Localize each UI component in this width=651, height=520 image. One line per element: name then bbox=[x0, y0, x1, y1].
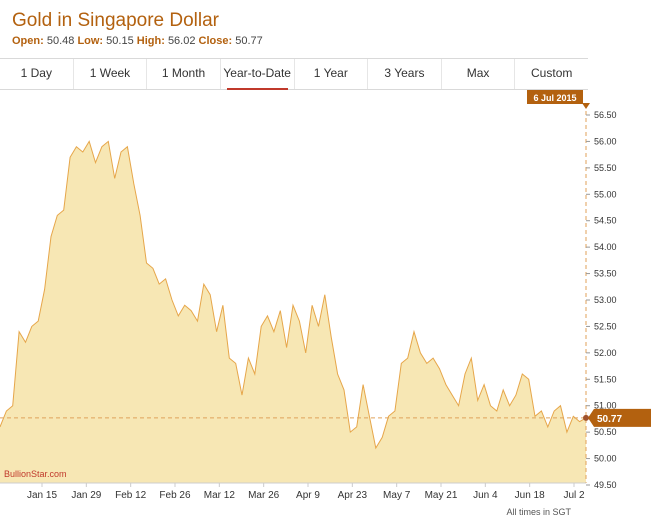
y-tick-label: 50.50 bbox=[594, 427, 617, 437]
y-tick-label: 53.00 bbox=[594, 295, 617, 305]
x-tick-label: Mar 12 bbox=[204, 490, 236, 501]
x-tick-label: Jul 2 bbox=[563, 490, 585, 501]
close-label: Close: bbox=[198, 35, 233, 47]
x-tick-label: Jun 18 bbox=[515, 490, 545, 501]
ohlc-summary: Open: 50.48 Low: 50.15 High: 56.02 Close… bbox=[12, 35, 263, 47]
x-tick-label: May 7 bbox=[383, 490, 411, 501]
low-value: 50.15 bbox=[106, 35, 134, 47]
date-tooltip-box bbox=[527, 90, 583, 104]
open-value: 50.48 bbox=[46, 35, 75, 47]
tab-1-week[interactable]: 1 Week bbox=[74, 59, 148, 89]
x-tick-label: Jun 4 bbox=[473, 490, 498, 501]
tab-custom[interactable]: Custom bbox=[531, 66, 573, 80]
y-tick-label: 56.00 bbox=[594, 136, 617, 146]
y-tick-label: 54.00 bbox=[594, 242, 617, 252]
y-tick-label: 51.50 bbox=[594, 374, 617, 384]
tab-1-day[interactable]: 1 Day bbox=[0, 59, 74, 89]
series-line bbox=[0, 140, 587, 450]
tab-3-years[interactable]: 3 Years bbox=[368, 59, 442, 89]
low-label: Low: bbox=[77, 35, 104, 47]
high-label: High: bbox=[136, 35, 165, 47]
tab-year-to-date[interactable]: Year-to-Date bbox=[221, 59, 295, 90]
x-tick-label: Feb 12 bbox=[115, 490, 147, 501]
y-tick-label: 54.50 bbox=[594, 216, 617, 226]
tab-1-month[interactable]: 1 Month bbox=[147, 59, 221, 89]
y-tick-label: 55.00 bbox=[594, 189, 617, 199]
y-tick-label: 56.50 bbox=[594, 110, 617, 120]
last-value-label: 50.77 bbox=[597, 414, 622, 425]
watermark-text: BullionStar.com bbox=[4, 469, 67, 479]
x-tick-label: Apr 9 bbox=[296, 490, 320, 501]
tab-max[interactable]: Max bbox=[442, 59, 516, 89]
range-tabs: 1 Day 1 Week 1 Month Year-to-Date 1 Year… bbox=[0, 58, 588, 90]
high-value: 56.02 bbox=[167, 35, 196, 47]
last-point-marker bbox=[583, 414, 589, 421]
y-tick-label: 55.50 bbox=[594, 163, 617, 173]
x-tick-label: Jan 15 bbox=[27, 490, 57, 501]
open-label: Open: bbox=[12, 35, 44, 47]
x-tick-label: Apr 23 bbox=[338, 490, 368, 501]
tab-1-year[interactable]: 1 Year bbox=[295, 59, 369, 89]
y-tick-label: 52.50 bbox=[594, 321, 617, 331]
date-tooltip-label: 6 Jul 2015 bbox=[533, 93, 576, 103]
y-tick-label: 50.00 bbox=[594, 454, 617, 464]
x-tick-label: Mar 26 bbox=[248, 490, 280, 501]
area-fill bbox=[0, 141, 586, 483]
timezone-note: All times in SGT bbox=[506, 507, 571, 517]
last-value-badge bbox=[588, 408, 651, 427]
y-tick-label: 51.00 bbox=[594, 401, 617, 411]
y-tick-label: 52.00 bbox=[594, 348, 617, 358]
close-value: 50.77 bbox=[235, 35, 263, 47]
x-tick-label: May 21 bbox=[425, 490, 458, 501]
y-tick-label: 49.50 bbox=[594, 480, 617, 490]
page-title: Gold in Singapore Dollar bbox=[12, 10, 220, 31]
x-tick-label: Jan 29 bbox=[71, 490, 101, 501]
x-tick-label: Feb 26 bbox=[159, 490, 191, 501]
y-tick-label: 53.50 bbox=[594, 269, 617, 279]
